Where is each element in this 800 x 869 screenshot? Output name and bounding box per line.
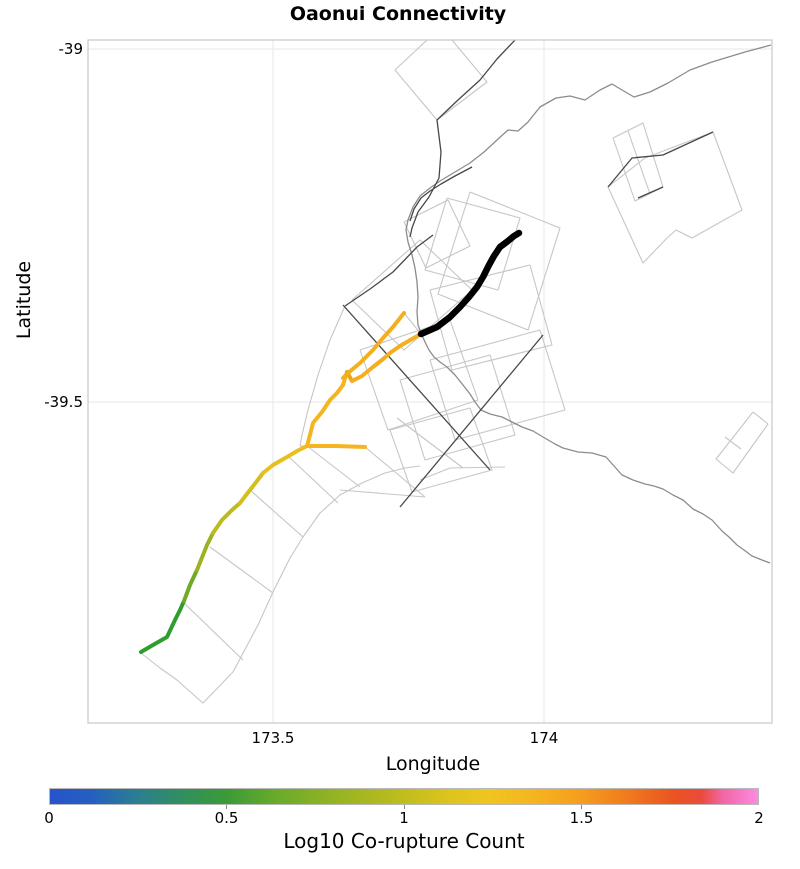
co-rupture-segments <box>341 311 406 380</box>
colorbar-gradient <box>49 788 759 805</box>
colorbar-tick-labels: 0 0.5 1 1.5 2 <box>44 809 764 827</box>
co-rupture-segments <box>195 531 215 572</box>
fault-polygon-outlines <box>715 411 769 474</box>
co-rupture-segments <box>305 370 349 448</box>
fault-polygon-outlines <box>607 131 743 264</box>
co-rupture-segments <box>211 501 242 535</box>
fault-traces-dark <box>409 40 516 238</box>
fault-polygon-outlines <box>396 417 464 469</box>
fault-polygon-outlines <box>182 601 244 661</box>
fault-polygon-outlines <box>287 455 339 504</box>
colorbar-tick-label: 2 <box>754 809 764 827</box>
fault-polygon-outlines <box>306 445 361 488</box>
fault-traces-dark <box>342 304 491 471</box>
colorbar-tick-mark <box>581 805 582 809</box>
y-axis-label: Latitude <box>13 260 35 340</box>
colorbar-label: Log10 Co-rupture Count <box>283 829 525 853</box>
fault-polygon-outlines <box>364 446 426 498</box>
colorbar-tick-label: 0 <box>44 809 54 827</box>
co-rupture-segments <box>350 332 423 383</box>
fault-polygon-outlines <box>403 312 422 335</box>
fault-polygon-outlines <box>394 40 488 121</box>
fault-polygon-outlines <box>209 546 274 594</box>
map-layers <box>88 40 772 723</box>
fault-polygon-outlines <box>399 354 516 461</box>
colorbar-tick-mark <box>226 805 227 809</box>
plot-border <box>87 39 773 724</box>
x-axis-label: Longitude <box>385 753 481 775</box>
colorbar-tick-label: 1 <box>399 809 409 827</box>
coastline <box>405 44 772 564</box>
y-axis-tick-label: -39 <box>58 40 84 58</box>
y-axis-tick-label: -39.5 <box>44 393 83 411</box>
fault-traces-dark <box>399 334 544 508</box>
colorbar-tick-label: 0.5 <box>214 809 239 827</box>
fault-traces-dark <box>607 131 714 188</box>
fault-polygon-outlines <box>403 199 471 269</box>
fault-traces-dark <box>409 166 473 222</box>
fault-polygon-outlines <box>429 329 566 441</box>
chart-title: Oaonui Connectivity <box>289 3 507 25</box>
fault-polygon-outlines <box>419 466 506 481</box>
fault-polygon-outlines <box>389 407 493 493</box>
fault-polygon-outlines <box>249 489 304 538</box>
fault-polygon-outlines <box>339 489 426 498</box>
fault-traces-dark <box>344 234 434 307</box>
x-axis-tick-label: 173.5 <box>251 729 295 747</box>
co-rupture-segments <box>305 444 367 449</box>
fault-polygon-outlines <box>140 465 421 704</box>
colorbar-tick-mark <box>404 805 405 809</box>
co-rupture-segments <box>139 599 186 654</box>
highlighted-fault <box>417 229 523 338</box>
fault-polygon-outlines <box>724 436 742 450</box>
fault-polygon-outlines <box>429 264 553 371</box>
map-canvas <box>87 39 773 724</box>
co-rupture-segments <box>182 568 199 603</box>
x-axis-tick-label: 174 <box>529 729 559 747</box>
fault-polygon-outlines <box>299 305 346 447</box>
co-rupture-segments <box>238 471 265 505</box>
co-rupture-segments <box>261 446 305 475</box>
colorbar-tick-label: 1.5 <box>569 809 594 827</box>
fault-traces-dark <box>637 186 664 199</box>
fault-polygon-outlines <box>424 197 521 291</box>
fault-polygon-outlines <box>612 122 664 202</box>
fault-polygon-outlines <box>437 191 561 331</box>
